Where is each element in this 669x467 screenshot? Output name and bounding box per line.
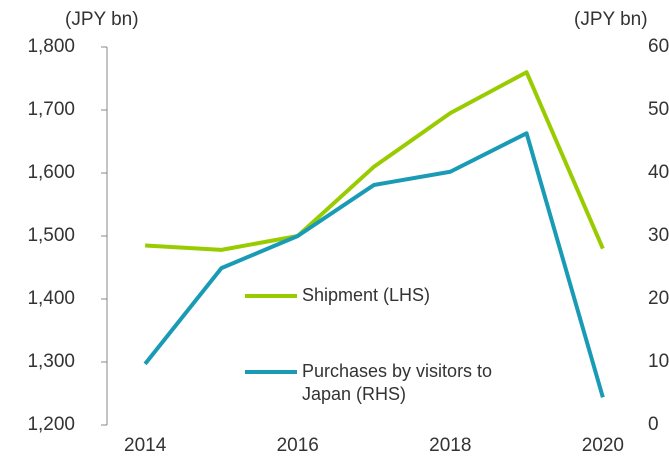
legend-label: Shipment (LHS) <box>302 285 431 305</box>
y2-tick-label: 500 <box>648 99 669 120</box>
x-tick-label: 2020 <box>582 435 624 456</box>
y2-tick-label: 200 <box>648 288 669 309</box>
y2-tick-label: 400 <box>648 162 669 183</box>
x-tick-label: 2016 <box>277 435 319 456</box>
x-tick-label: 2014 <box>124 435 167 456</box>
y-tick-label: 1,700 <box>27 99 75 120</box>
y2-tick-label: 300 <box>648 225 669 246</box>
y-axis-label: (JPY bn) <box>65 9 139 30</box>
y2-tick-label: 100 <box>648 351 669 372</box>
y-tick-label: 1,500 <box>27 225 75 246</box>
y2-tick-label: 600 <box>648 36 669 57</box>
y2-tick-label: 0 <box>648 414 659 435</box>
y2-axis-label: (JPY bn) <box>574 9 648 30</box>
series-line <box>145 70 605 252</box>
y-tick-label: 1,200 <box>27 414 75 435</box>
y-tick-label: 1,600 <box>27 162 75 183</box>
legend-entry: Shipment (LHS) <box>302 285 431 305</box>
y-tick-label: 1,400 <box>27 288 75 309</box>
y-tick-label: 1,300 <box>27 351 75 372</box>
legend-label: Purchases by visitors to Japan (RHS) <box>302 361 493 404</box>
y-tick-label: 1,800 <box>27 36 75 57</box>
legend-entry: Purchases by visitors to Japan (RHS) <box>302 361 493 404</box>
x-tick-label: 2018 <box>429 435 471 456</box>
series-line <box>143 131 605 398</box>
